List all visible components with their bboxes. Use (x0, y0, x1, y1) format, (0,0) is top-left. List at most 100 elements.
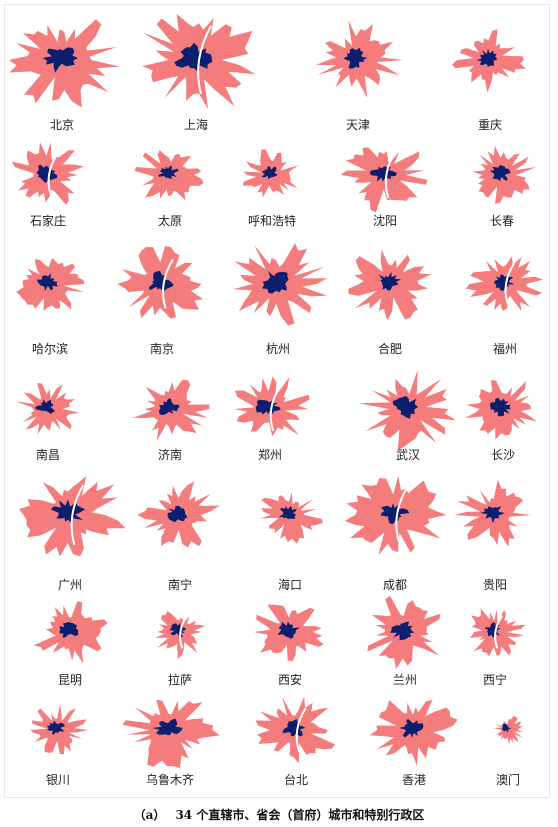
urban-core-shape (152, 718, 183, 736)
city-cell: 石家庄 (0, 140, 103, 228)
city-label: 成都 (382, 578, 407, 592)
city-label: 南昌 (35, 448, 60, 462)
city-cell: 郑州 (215, 374, 325, 462)
city-label: 哈尔滨 (31, 342, 68, 356)
urban-extent-shape (340, 147, 428, 213)
urban-core-shape (59, 622, 79, 638)
urban-core-shape (369, 166, 397, 182)
city-label: 长沙 (490, 448, 515, 462)
city-urban-map (253, 604, 324, 662)
city-urban-map (122, 699, 220, 769)
city-urban-map (15, 383, 80, 435)
city-urban-map (358, 369, 456, 451)
urban-core-shape (262, 271, 289, 294)
urban-core-shape (174, 42, 213, 73)
city-cell: 福州 (450, 238, 558, 356)
city-urban-map (242, 149, 299, 198)
urban-core-shape (390, 621, 415, 641)
city-label: 西安 (277, 673, 302, 687)
city-label: 沈阳 (372, 214, 397, 228)
urban-core-shape (46, 721, 65, 735)
city-cell: 北京 (7, 10, 120, 132)
caption-label: （a） (133, 808, 166, 822)
city-urban-map (134, 150, 204, 201)
city-label: 澳门 (495, 773, 520, 787)
city-label: 香港 (401, 773, 426, 787)
city-label: 合肥 (377, 342, 402, 356)
city-urban-map (452, 29, 526, 93)
urban-core-shape (380, 502, 410, 524)
river-line (504, 263, 515, 305)
city-cell: 武汉 (353, 369, 463, 462)
city-cell: 杭州 (223, 238, 333, 356)
figure-panel (4, 4, 550, 798)
city-urban-map (348, 249, 432, 321)
city-label: 郑州 (257, 448, 282, 462)
city-urban-map (30, 704, 88, 755)
city-cell: 南京 (107, 238, 217, 356)
urban-core-shape (480, 506, 505, 524)
city-cell: 太原 (115, 140, 225, 228)
city-cell: 沈阳 (330, 140, 440, 228)
urban-core-shape (158, 165, 179, 179)
city-cell: 合肥 (335, 238, 445, 356)
urban-core-shape (490, 397, 511, 417)
city-cell: 天津 (303, 10, 413, 132)
city-urban-map (255, 696, 335, 764)
city-label: 南京 (149, 342, 174, 356)
urban-extent-shape (122, 699, 220, 769)
city-cell: 哈尔滨 (0, 238, 105, 356)
city-urban-map (33, 601, 108, 664)
city-cell: 台北 (241, 696, 351, 787)
city-label: 西宁 (482, 673, 507, 687)
city-urban-map (469, 608, 526, 657)
city-label: 太原 (157, 214, 182, 228)
city-cell: 银川 (3, 698, 113, 787)
urban-core-shape (50, 499, 86, 525)
city-urban-map (234, 376, 310, 437)
urban-core-shape (343, 47, 368, 69)
urban-core-shape (378, 271, 402, 291)
city-cell: 贵阳 (440, 462, 550, 592)
urban-core-shape (158, 398, 180, 416)
urban-core-shape (167, 505, 188, 523)
city-cell: 济南 (115, 374, 225, 462)
river-line (47, 154, 58, 196)
city-label: 兰州 (392, 673, 417, 687)
city-label: 银川 (45, 773, 70, 787)
city-urban-map (259, 492, 324, 544)
city-urban-map (233, 243, 328, 326)
city-cell: 广州 (15, 462, 126, 592)
urban-core-shape (169, 622, 186, 638)
river-line (162, 259, 174, 309)
river-line (269, 386, 281, 432)
river-line (70, 484, 85, 546)
city-label: 上海 (183, 118, 208, 132)
urban-core-shape (489, 165, 511, 182)
city-label: 南宁 (167, 578, 192, 592)
city-urban-map (367, 595, 441, 669)
city-cell: 海口 (235, 462, 345, 592)
caption-text: 34 个直辖市、省会（首府）城市和特别行政区 (175, 808, 425, 822)
river-line (197, 25, 212, 95)
city-cell: 香港 (359, 698, 469, 787)
city-urban-map (454, 479, 532, 547)
city-cell: 西宁 (440, 600, 550, 687)
city-label: 长春 (489, 214, 514, 228)
city-label: 拉萨 (167, 673, 192, 687)
city-label: 石家庄 (29, 214, 66, 228)
urban-core-shape (255, 399, 281, 415)
city-label: 重庆 (477, 118, 502, 132)
city-cell: 成都 (340, 462, 450, 592)
city-cell: 澳门 (453, 698, 558, 787)
city-urban-map (155, 611, 206, 659)
city-cell: 西安 (235, 600, 345, 687)
city-label: 广州 (57, 578, 82, 592)
city-urban-map (465, 256, 543, 312)
city-cell: 呼和浩特 (217, 140, 327, 228)
urban-core-shape (494, 274, 515, 292)
city-cell: 兰州 (350, 595, 460, 687)
city-label: 济南 (157, 448, 182, 462)
city-label: 昆明 (57, 673, 82, 687)
city-cell: 昆明 (15, 600, 125, 687)
